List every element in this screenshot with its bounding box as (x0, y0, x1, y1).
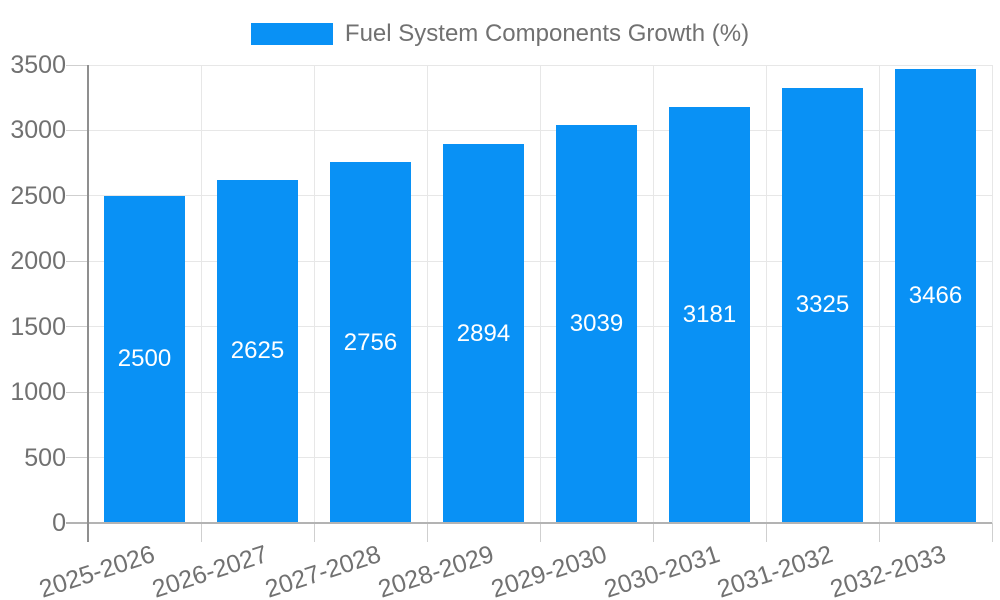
x-gridline (313, 65, 315, 523)
x-tick-label: 2028-2029 (374, 540, 498, 600)
y-tick-label: 1000 (10, 378, 66, 407)
x-tick-label: 2027-2028 (261, 540, 385, 600)
bar-value-label: 2756 (343, 328, 398, 356)
x-tick-mark (539, 523, 541, 542)
y-tick-mark (66, 391, 88, 393)
legend[interactable]: Fuel System Components Growth (%) (0, 20, 1000, 48)
bar-value-label: 3325 (795, 291, 850, 319)
x-tick-label: 2031-2032 (713, 540, 837, 600)
x-tick-mark (991, 523, 993, 542)
x-tick-label: 2030-2031 (600, 540, 724, 600)
x-tick-label: 2032-2033 (826, 540, 950, 600)
x-tick-mark (878, 523, 880, 542)
y-tick-label: 3500 (10, 51, 66, 79)
y-tick-label: 2000 (10, 247, 66, 276)
x-gridline (652, 65, 654, 523)
x-gridline (878, 65, 880, 523)
x-axis-line (66, 522, 992, 524)
y-tick-mark (66, 457, 88, 459)
y-tick-mark (66, 129, 88, 131)
bar[interactable]: 3325 (782, 87, 863, 523)
bar-value-label: 3466 (908, 282, 963, 310)
y-axis-line (87, 65, 89, 542)
y-tick-label: 1500 (10, 312, 66, 341)
x-tick-mark (200, 523, 202, 542)
x-gridline (200, 65, 202, 523)
bar[interactable]: 2500 (104, 195, 185, 523)
bar[interactable]: 2625 (217, 179, 298, 523)
bar[interactable]: 3181 (669, 106, 750, 523)
x-tick-label: 2029-2030 (487, 540, 611, 600)
bar-value-label: 2894 (456, 319, 511, 347)
x-gridline (991, 65, 993, 523)
x-tick-mark (765, 523, 767, 542)
x-gridline (426, 65, 428, 523)
bar-value-label: 2500 (117, 345, 172, 373)
y-tick-label: 0 (52, 509, 66, 537)
bar-value-label: 2625 (230, 337, 285, 365)
y-tick-label: 3000 (10, 116, 66, 145)
y-tick-label: 500 (24, 443, 66, 472)
bar-value-label: 3181 (682, 300, 737, 328)
legend-swatch (250, 23, 333, 45)
x-tick-mark (652, 523, 654, 542)
x-tick-label: 2025-2026 (35, 540, 159, 600)
x-tick-label: 2026-2027 (148, 540, 272, 600)
legend-label: Fuel System Components Growth (%) (344, 20, 750, 47)
y-tick-mark (66, 260, 88, 262)
x-gridline (539, 65, 541, 523)
bar[interactable]: 2894 (443, 144, 524, 523)
bar[interactable]: 2756 (330, 162, 411, 523)
y-tick-label: 2500 (10, 181, 66, 210)
x-tick-mark (313, 523, 315, 542)
y-tick-mark (66, 195, 88, 197)
bar-value-label: 3039 (569, 310, 624, 338)
y-tick-mark (66, 326, 88, 328)
bar[interactable]: 3039 (556, 125, 637, 523)
bar[interactable]: 3466 (895, 69, 976, 523)
x-tick-mark (426, 523, 428, 542)
y-tick-mark (66, 64, 88, 66)
x-gridline (765, 65, 767, 523)
